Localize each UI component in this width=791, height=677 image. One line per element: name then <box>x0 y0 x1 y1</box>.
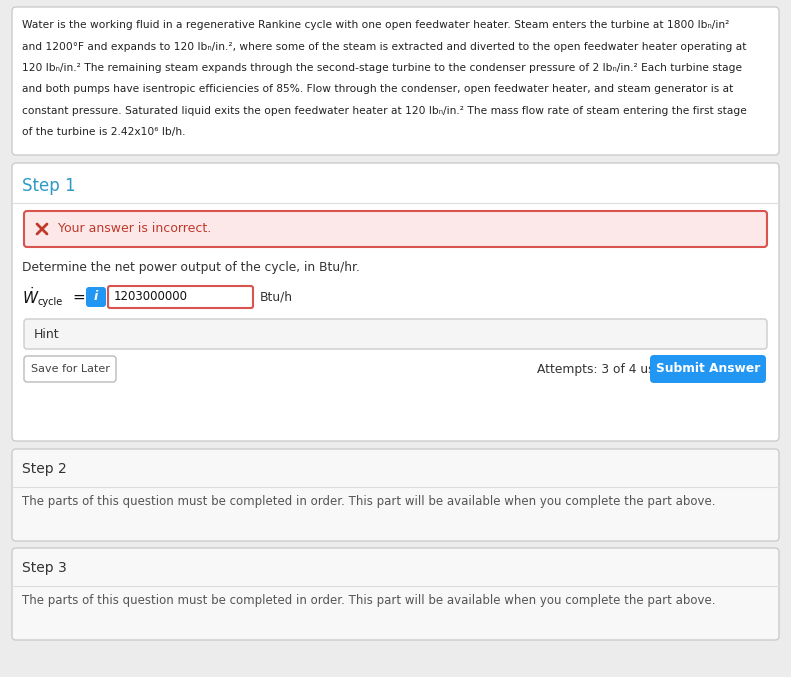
Text: of the turbine is 2.42x10⁶ lb/h.: of the turbine is 2.42x10⁶ lb/h. <box>22 127 186 137</box>
Text: Attempts: 3 of 4 used: Attempts: 3 of 4 used <box>537 362 670 376</box>
FancyBboxPatch shape <box>24 356 116 382</box>
FancyBboxPatch shape <box>24 319 767 349</box>
FancyBboxPatch shape <box>12 7 779 155</box>
FancyBboxPatch shape <box>12 163 779 441</box>
Text: Step 3: Step 3 <box>22 561 66 575</box>
FancyBboxPatch shape <box>108 286 253 308</box>
Text: Hint: Hint <box>34 328 59 341</box>
Text: and both pumps have isentropic efficiencies of 85%. Flow through the condenser, : and both pumps have isentropic efficienc… <box>22 85 733 95</box>
Text: cycle: cycle <box>37 297 62 307</box>
Text: Determine the net power output of the cycle, in Btu/hr.: Determine the net power output of the cy… <box>22 261 360 274</box>
Text: The parts of this question must be completed in order. This part will be availab: The parts of this question must be compl… <box>22 495 716 508</box>
Text: $\dot{W}$: $\dot{W}$ <box>22 286 40 307</box>
FancyBboxPatch shape <box>12 548 779 640</box>
FancyBboxPatch shape <box>24 211 767 247</box>
Text: Your answer is incorrect.: Your answer is incorrect. <box>58 223 211 236</box>
Text: Water is the working fluid in a regenerative Rankine cycle with one open feedwat: Water is the working fluid in a regenera… <box>22 20 729 30</box>
FancyBboxPatch shape <box>12 449 779 541</box>
Text: The parts of this question must be completed in order. This part will be availab: The parts of this question must be compl… <box>22 594 716 607</box>
Text: Btu/h: Btu/h <box>260 290 293 303</box>
Text: Step 1: Step 1 <box>22 177 76 195</box>
Text: 1203000000: 1203000000 <box>114 290 188 303</box>
Text: 120 lbₙ/in.² The remaining steam expands through the second-stage turbine to the: 120 lbₙ/in.² The remaining steam expands… <box>22 63 742 73</box>
Text: Save for Later: Save for Later <box>31 364 109 374</box>
FancyBboxPatch shape <box>86 287 106 307</box>
Text: i: i <box>94 290 98 303</box>
Text: constant pressure. Saturated liquid exits the open feedwater heater at 120 lbₙ/i: constant pressure. Saturated liquid exit… <box>22 106 747 116</box>
Text: Submit Answer: Submit Answer <box>656 362 760 376</box>
FancyBboxPatch shape <box>650 355 766 383</box>
Text: Step 2: Step 2 <box>22 462 66 476</box>
Text: =: = <box>72 290 85 305</box>
Text: and 1200°F and expands to 120 lbₙ/in.², where some of the steam is extracted and: and 1200°F and expands to 120 lbₙ/in.², … <box>22 41 747 51</box>
